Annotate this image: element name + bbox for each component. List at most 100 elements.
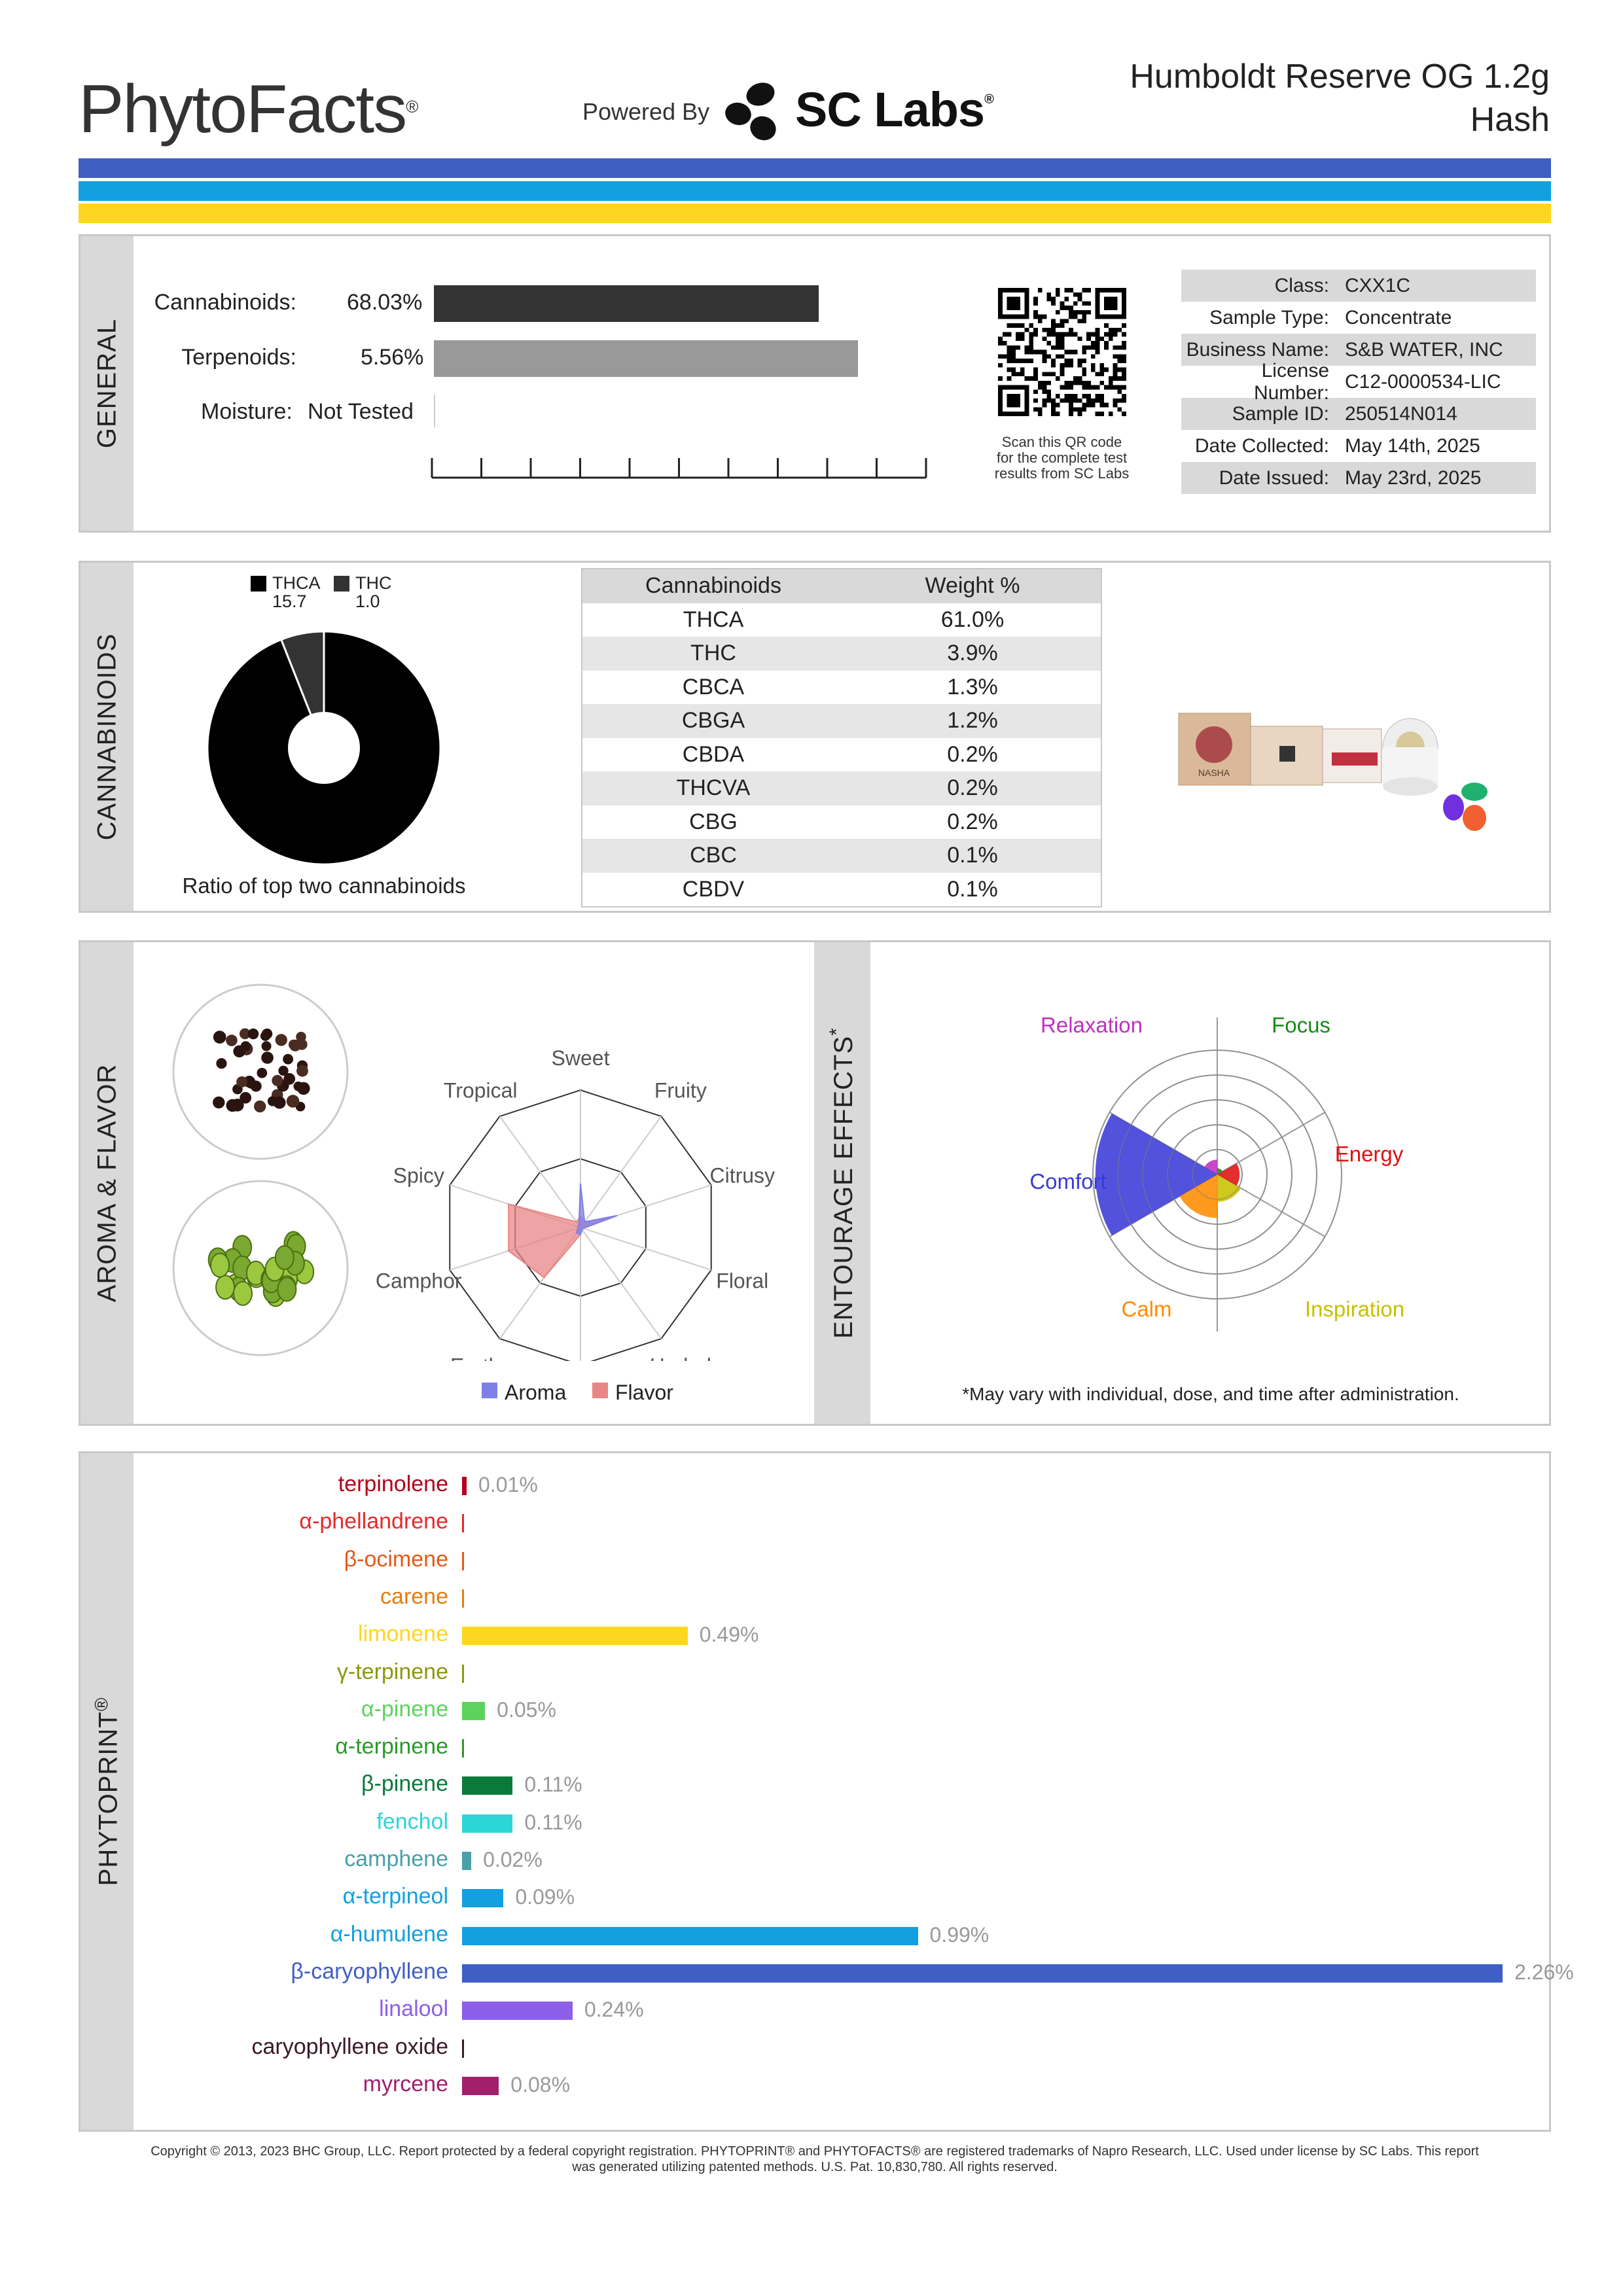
terpene-value: 0.09%	[515, 1885, 575, 1909]
stripe-cyan	[79, 181, 1551, 201]
powered-by: Powered By	[582, 98, 710, 125]
legend-aroma-swatch	[482, 1383, 497, 1398]
general-title: GENERAL	[92, 318, 121, 449]
footer-line2: was generated utilizing patented methods…	[572, 2160, 1058, 2174]
terpene-bar	[462, 1701, 486, 1720]
legend-thc: THC 1.0	[355, 574, 392, 610]
terpene-value: 0.02%	[483, 1848, 543, 1871]
footer-line1: Copyright © 2013, 2023 BHC Group, LLC. R…	[151, 2144, 1479, 2159]
terpene-bar	[462, 1551, 464, 1570]
entourage-sector-relaxation	[1204, 1159, 1217, 1174]
cannabinoid-table: Cannabinoids Weight % THCA 61.0% THC 3.9% CB…	[581, 568, 1102, 908]
legend-flavor: Flavor	[615, 1381, 673, 1404]
cannabinoid-weight: 61.0%	[940, 607, 1005, 632]
donut-slice-thca	[206, 630, 442, 866]
cannabinoid-weight: 1.2%	[947, 708, 998, 733]
terpene-bar	[462, 2039, 464, 2058]
terpene-value: 0.99%	[929, 1922, 990, 1947]
product-name: Humboldt Reserve OG 1.2g	[1130, 58, 1550, 96]
cannabinoid-row: CBG 0.2%	[582, 805, 1101, 839]
cannabinoid-row: THCA 61.0%	[582, 603, 1101, 637]
entourage-title-mark: *	[825, 1027, 847, 1036]
cannabinoid-weight: 1.3%	[947, 674, 998, 699]
cannabinoid-row: THC 3.9%	[582, 637, 1101, 671]
entourage-label: Energy	[1335, 1142, 1404, 1166]
aroma-radar-chart: SweetFruityCitrusyFloralHerbalPineyEarth…	[376, 1046, 775, 1361]
info-key: Sample Type:	[1209, 306, 1329, 328]
terpene-bar	[462, 2002, 573, 2021]
info-value: May 14th, 2025	[1345, 434, 1480, 457]
cannabinoid-row: CBDA 0.2%	[582, 738, 1101, 772]
phytoprint-sidebar: PHYTOPRINT®	[80, 1453, 134, 2130]
info-row-sample-type: Sample Type: Concentrate	[1181, 302, 1536, 334]
cannabinoids-bar	[434, 285, 819, 322]
cannabinoid-name: THCVA	[676, 775, 751, 801]
product-image: NASHA	[1178, 713, 1488, 831]
terpene-name: terpinolene	[338, 1472, 448, 1496]
info-row-sample-id: Sample ID: 250514N014	[1181, 398, 1536, 430]
terpene-bar	[462, 2076, 499, 2095]
hops-icon	[172, 1180, 349, 1356]
terpene-name: α-pinene	[361, 1696, 448, 1722]
terpene-name: linalool	[379, 1996, 448, 2022]
cannabinoid-row: THCVA 0.2%	[582, 771, 1101, 805]
cannabinoid-name: CBDV	[682, 876, 745, 902]
terpene-bar	[462, 1889, 504, 1908]
terpene-name: limonene	[358, 1621, 448, 1647]
legend-swatch-thc	[334, 576, 349, 592]
stripe-blue	[79, 158, 1551, 178]
entourage-polar-chart: Relaxation Focus Energy Inspiration Calm Comf…	[1029, 1013, 1404, 1332]
info-row-business-name: Business Name: S&B WATER, INC	[1181, 334, 1536, 366]
terpene-bar	[462, 1926, 918, 1945]
terpene-name: γ-terpinene	[336, 1659, 448, 1684]
cannabinoid-row: CBGA 1.2%	[582, 704, 1101, 738]
entourage-label: Relaxation	[1041, 1013, 1143, 1037]
terpene-bar	[462, 1514, 464, 1533]
entourage-sector-inspiration	[1217, 1174, 1241, 1202]
terpene-bar	[462, 1477, 467, 1495]
terpene-value: 0.05%	[497, 1697, 556, 1722]
qr-code-icon[interactable]	[998, 288, 1126, 416]
qr-caption: Scan this QR code for the complete test …	[955, 434, 1168, 482]
donut-hole	[288, 712, 360, 784]
sc-labs-logo-icon	[725, 82, 776, 141]
terpene-value: 0.01%	[478, 1473, 538, 1496]
terpene-bar	[462, 1852, 472, 1870]
info-value: May 23rd, 2025	[1345, 467, 1482, 489]
terpene-value: 0.08%	[510, 2072, 571, 2096]
terpene-bar	[462, 1664, 464, 1683]
terpene-bar	[462, 1739, 464, 1758]
info-row-date-collected: Date Collected: May 14th, 2025	[1181, 430, 1536, 462]
moisture-bar	[434, 395, 435, 427]
legend-thc-name: THC	[355, 573, 392, 593]
entourage-label: Inspiration	[1305, 1297, 1404, 1321]
radar-axis-label: Earthy	[450, 1354, 510, 1361]
sample-info-table: Class: CXX1C Sample Type: Concentrate Busi…	[1181, 270, 1536, 494]
info-key: Business Name:	[1186, 338, 1329, 361]
legend-thca: THCA 15.7	[272, 574, 321, 610]
terpene-name: β-ocimene	[344, 1546, 448, 1572]
terpene-value: 0.11%	[524, 1810, 582, 1834]
entourage-title-text: ENTOURAGE EFFECTS	[829, 1035, 859, 1339]
terpene-name: carene	[380, 1583, 448, 1609]
entourage-label: Comfort	[1029, 1169, 1106, 1193]
terpene-bar	[462, 1627, 688, 1646]
brand-logo: PhytoFacts®	[79, 71, 418, 149]
terpene-name: β-pinene	[361, 1771, 448, 1797]
cannabinoid-name: CBDA	[682, 741, 745, 767]
cannabinoid-weight: 0.2%	[947, 775, 998, 801]
info-key: Date Collected:	[1194, 434, 1329, 457]
entourage-title: ENTOURAGE EFFECTS*	[826, 1027, 859, 1339]
moisture-value: Not Tested	[308, 399, 414, 424]
cannabinoids-title: CANNABINOIDS	[92, 633, 121, 841]
legend-thca-value: 15.7	[272, 592, 307, 611]
moisture-label: Moisture:	[201, 399, 293, 424]
info-value: C12-0000534-LIC	[1345, 370, 1501, 393]
aroma-title: AROMA & FLAVOR	[92, 1063, 121, 1303]
qr-caption-line: Scan this QR code	[1001, 434, 1122, 450]
entourage-sector-focus	[1217, 1168, 1223, 1174]
cannabinoid-name: CBGA	[681, 708, 745, 733]
cannabinoid-row: CBDV 0.1%	[582, 873, 1101, 907]
terpene-value: 2.26%	[1514, 1960, 1574, 1984]
info-key: Sample ID:	[1232, 402, 1329, 425]
